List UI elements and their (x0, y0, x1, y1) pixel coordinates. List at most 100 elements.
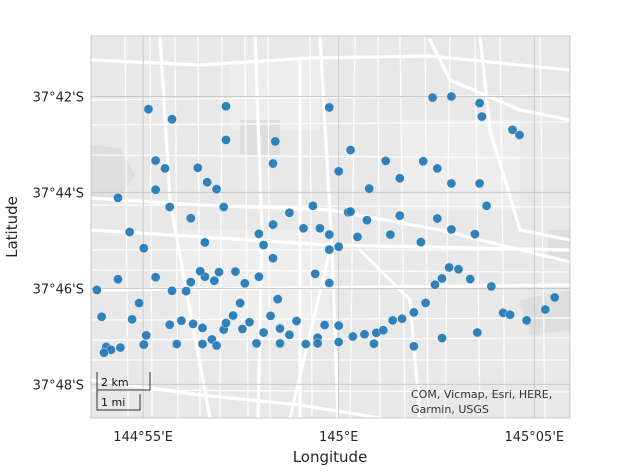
scatter-point (164, 202, 175, 212)
scatter-point (298, 223, 309, 234)
scatter-point (127, 314, 138, 325)
scale-bar-km (96, 372, 151, 391)
scatter-point (465, 274, 476, 284)
scatter-point (420, 297, 431, 308)
map-axes[interactable]: 2 km 1 mi COM, Vicmap, Esri, HERE, Garmi… (90, 35, 571, 419)
scatter-point (141, 330, 152, 341)
scatter-point (197, 339, 208, 349)
scatter-point (138, 339, 149, 350)
scatter-point (171, 339, 182, 349)
scatter-point (211, 340, 222, 351)
scatter-point (446, 91, 457, 102)
scatter-point (380, 155, 391, 166)
scatter-point (333, 241, 344, 252)
scatter-point (474, 98, 485, 108)
scatter-point (275, 323, 285, 334)
scatter-point (486, 281, 497, 292)
y-tick-labels: 37°42'S 37°44'S 37°46'S 37°48'S (33, 90, 84, 393)
scatter-point (160, 163, 170, 174)
scatter-point (221, 318, 231, 328)
scatter-point (192, 162, 203, 173)
scatter-point (368, 338, 379, 349)
scatter-point (430, 279, 440, 290)
scatter-point (324, 244, 335, 255)
scatter-point (319, 320, 330, 330)
scatter-point (352, 231, 363, 242)
scatter-point (408, 341, 419, 352)
scatter-point (199, 237, 210, 248)
scatter-point (244, 317, 255, 327)
scatter-point (385, 229, 396, 240)
scatter-point (218, 202, 229, 212)
scatter-point (446, 224, 457, 235)
scatter-point (333, 320, 344, 331)
scatter-point (453, 264, 464, 275)
scatter-point (314, 223, 325, 234)
scatter-point (446, 178, 457, 189)
scatter-point (113, 274, 123, 285)
scatter-point (150, 184, 161, 195)
scatter-point (251, 338, 262, 349)
scatter-point (221, 134, 231, 145)
scatter-point (472, 327, 483, 338)
scatter-point (505, 309, 515, 320)
scatter-point (408, 307, 419, 318)
scatter-point (432, 213, 443, 224)
scatter-point (394, 210, 405, 221)
scatter-point (514, 130, 525, 140)
x-tick-label: 145°E (319, 430, 359, 445)
scatter-point (221, 101, 231, 112)
scatter-point (258, 240, 269, 250)
scatter-point (345, 206, 356, 217)
scatter-point (474, 178, 485, 189)
scatter-point (253, 271, 264, 282)
scatter-point (167, 285, 177, 296)
scale-bar-mi (96, 390, 141, 411)
scatter-point (481, 200, 492, 211)
x-tick-labels: 144°55'E 145°E 145°05'E (113, 430, 564, 445)
scatter-point (345, 145, 356, 155)
scatter-point (181, 286, 191, 296)
scatter-point (92, 284, 102, 295)
attribution-line-1: COM, Vicmap, Esri, HERE, (411, 388, 552, 401)
scatter-point (307, 200, 318, 211)
scatter-point (185, 213, 196, 224)
scatter-point (235, 298, 245, 308)
scatter-point (437, 333, 447, 343)
y-tick-label: 37°44'S (33, 186, 84, 201)
scatter-point (230, 266, 241, 277)
scatter-point (185, 277, 196, 287)
scatter-point (228, 310, 238, 321)
scatter-point (284, 207, 295, 218)
scatter-point (115, 342, 126, 353)
x-tick-label: 145°05'E (504, 430, 564, 445)
scatter-point (209, 275, 220, 286)
scatter-point (324, 278, 335, 288)
scatter-point (150, 155, 161, 166)
scatter-point (291, 316, 302, 326)
y-tick-label: 37°46'S (33, 282, 84, 297)
x-tick-label: 144°55'E (113, 430, 173, 445)
scatter-point (507, 124, 518, 135)
scatter-point (427, 92, 438, 103)
map-attribution: COM, Vicmap, Esri, HERE, Garmin, USGS (411, 388, 552, 416)
scatter-point (202, 177, 213, 188)
scatter-point (176, 315, 187, 326)
scatter-point (150, 272, 161, 283)
attribution-line-2: Garmin, USGS (411, 403, 489, 416)
scatter-point (268, 158, 278, 169)
scatter-point (312, 338, 323, 349)
scatter-point (265, 310, 276, 321)
scatter-point (444, 262, 454, 273)
scatter-point (359, 329, 370, 340)
scatter-point (164, 319, 175, 330)
scatter-point (211, 184, 222, 194)
scatter-point (397, 313, 407, 324)
y-axis-label: Latitude (3, 196, 21, 258)
scatter-point (437, 273, 447, 284)
axes-frame (90, 35, 571, 419)
scatter-point (284, 329, 295, 340)
scatter-point (333, 166, 344, 177)
scatter-point (333, 337, 344, 347)
